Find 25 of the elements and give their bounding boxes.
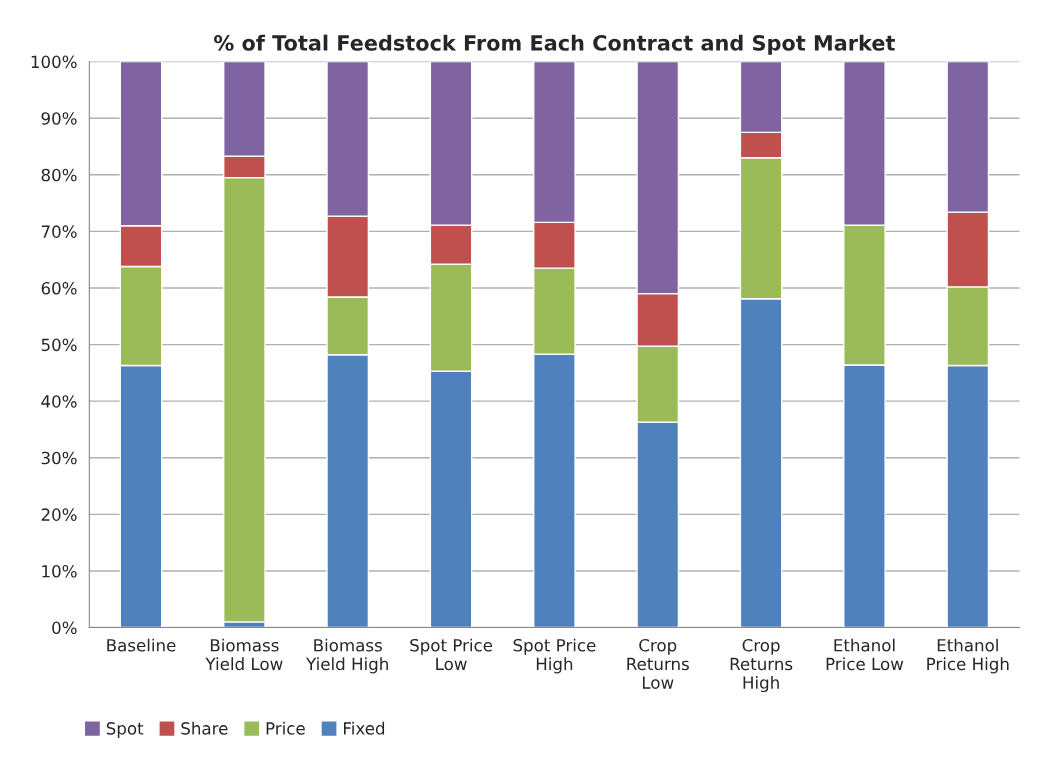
y-tick-label: 60% bbox=[41, 281, 77, 295]
legend-label: Price bbox=[266, 721, 305, 735]
y-tick-label: 0% bbox=[52, 621, 77, 635]
x-tick-label: Baseline bbox=[107, 638, 176, 652]
y-tick-label: 90% bbox=[41, 112, 77, 125]
x-tick-label: Spot Price High bbox=[513, 638, 596, 674]
y-tick-label: 70% bbox=[41, 225, 77, 238]
y-tick-label: 30% bbox=[41, 451, 77, 465]
y-tick-label: 10% bbox=[42, 564, 77, 578]
y-tick-label: 20% bbox=[41, 508, 77, 521]
y-tick-label: 50% bbox=[41, 338, 77, 352]
chart-title: % of Total Feedstock From Each Contract and Spot Market bbox=[214, 34, 895, 55]
x-tick-label: Crop Returns Low bbox=[627, 638, 689, 689]
y-tick-label: 40% bbox=[41, 395, 77, 408]
y-tick-label: 100% bbox=[31, 55, 77, 69]
x-tick-label: Crop Returns High bbox=[730, 638, 793, 693]
legend-label: Fixed bbox=[344, 721, 385, 735]
x-tick-label: Biomass Yield Low bbox=[205, 638, 283, 671]
x-tick-label: Ethanol Price High bbox=[927, 638, 1009, 674]
legend-label: Share bbox=[181, 721, 228, 735]
y-tick-label: 80% bbox=[41, 168, 77, 182]
legend-label: Spot bbox=[106, 722, 144, 738]
x-tick-label: Spot Price Low bbox=[410, 638, 493, 671]
x-tick-label: Biomass Yield High bbox=[306, 638, 388, 674]
x-tick-label: Ethanol Price Low bbox=[826, 638, 904, 671]
